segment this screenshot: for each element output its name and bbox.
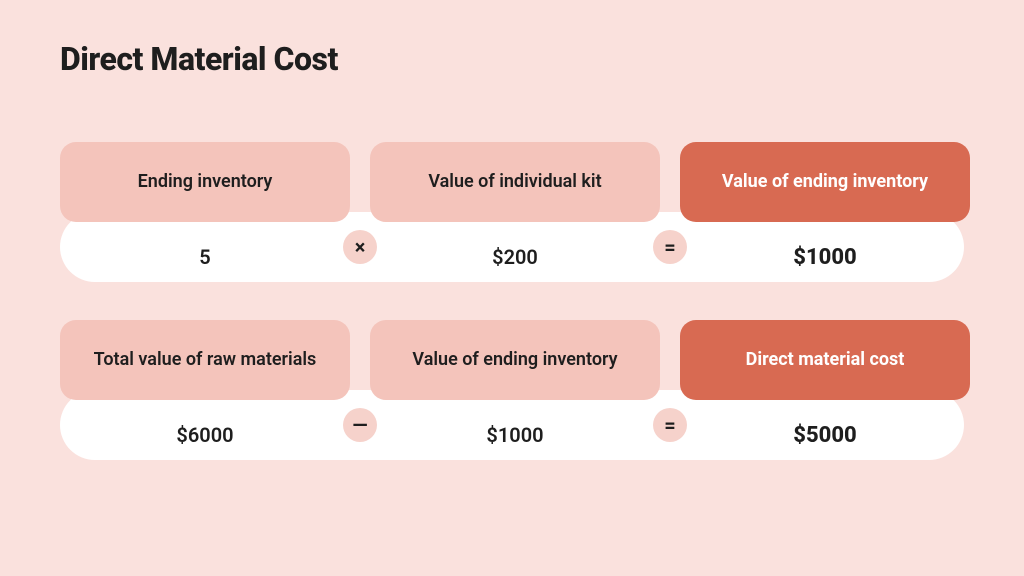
term-label: Total value of raw materials (60, 320, 350, 400)
minus-icon: — (343, 408, 377, 442)
term-value: $1000 (370, 400, 660, 470)
term-total-raw-materials: Total value of raw materials $6000 (60, 320, 350, 470)
equation-row: Ending inventory 5 × Value of individual… (60, 142, 964, 292)
term-value-of-ending-inventory: Value of ending inventory $1000 (370, 320, 660, 470)
result-direct-material-cost: Direct material cost $5000 (680, 320, 970, 470)
term-value: $1000 (680, 222, 970, 292)
term-label: Ending inventory (60, 142, 350, 222)
term-value-of-kit: Value of individual kit $200 (370, 142, 660, 292)
term-label: Value of ending inventory (370, 320, 660, 400)
term-label: Value of individual kit (370, 142, 660, 222)
page-title: Direct Material Cost (60, 40, 964, 78)
multiply-icon: × (343, 230, 377, 264)
term-label: Value of ending inventory (680, 142, 970, 222)
equation-row: Total value of raw materials $6000 — Val… (60, 320, 964, 470)
term-value: $200 (370, 222, 660, 292)
result-value-of-ending-inventory: Value of ending inventory $1000 (680, 142, 970, 292)
term-value: $5000 (680, 400, 970, 470)
term-ending-inventory: Ending inventory 5 (60, 142, 350, 292)
term-value: 5 (60, 222, 350, 292)
equals-icon: = (653, 408, 687, 442)
term-value: $6000 (60, 400, 350, 470)
equals-icon: = (653, 230, 687, 264)
page: Direct Material Cost Ending inventory 5 … (0, 0, 1024, 576)
term-label: Direct material cost (680, 320, 970, 400)
